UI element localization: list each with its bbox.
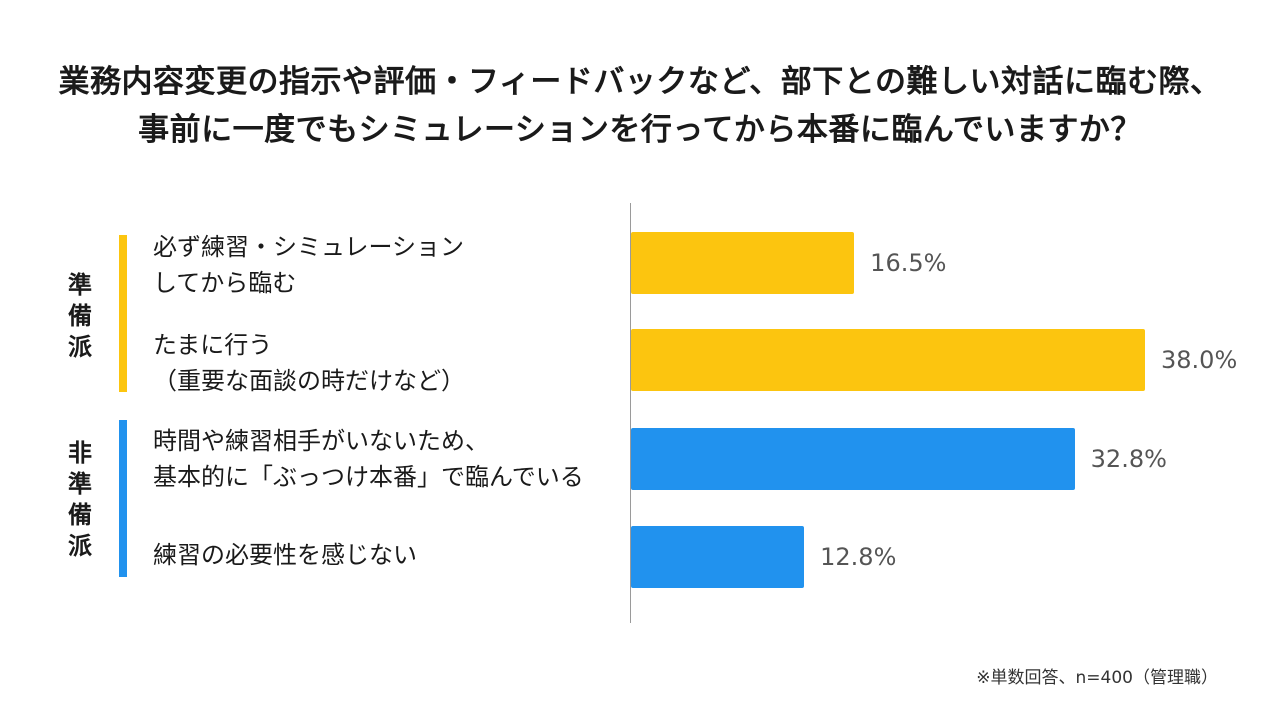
bar-no-time xyxy=(631,428,1075,490)
group-label-char: 準 xyxy=(68,271,92,299)
value-label-no-time: 32.8% xyxy=(1090,445,1167,473)
value-label-always-practice: 16.5% xyxy=(870,249,947,277)
chart-title: 業務内容変更の指示や評価・フィードバックなど、部下との難しい対話に臨む際、 事前… xyxy=(0,58,1280,154)
chart-title-line-2: 事前に一度でもシミュレーションを行ってから本番に臨んでいますか？ xyxy=(138,112,1142,148)
value-label-sometimes: 38.0% xyxy=(1161,346,1238,374)
group-label-char: 備 xyxy=(68,501,92,529)
group-bracket-prepared xyxy=(119,235,127,392)
category-label-no-need: 練習の必要性を感じない xyxy=(153,541,417,569)
category-label-always-practice: 必ず練習・シミュレーション してから臨む xyxy=(153,233,465,297)
bar-always-practice xyxy=(631,232,855,294)
group-bracket-unprepared xyxy=(119,420,127,577)
value-label-no-need: 12.8% xyxy=(820,543,897,571)
y-axis-line xyxy=(630,203,631,623)
group-label-char: 非 xyxy=(68,439,92,467)
category-label-no-time: 時間や練習相手がいないため、 基本的に「ぶっつけ本番」で臨んでいる xyxy=(153,427,584,491)
bar-no-need xyxy=(631,526,805,588)
group-label-unprepared: 非準備派 xyxy=(60,438,100,562)
group-label-char: 派 xyxy=(68,532,92,560)
category-label-sometimes: たまに行う （重要な面談の時だけなど） xyxy=(153,331,465,395)
group-label-char: 準 xyxy=(68,470,92,498)
group-label-prepared: 準備派 xyxy=(60,270,100,363)
footnote: ※単数回答、n=400（管理職） xyxy=(976,668,1218,688)
bar-sometimes xyxy=(631,329,1145,391)
chart-title-line-1: 業務内容変更の指示や評価・フィードバックなど、部下との難しい対話に臨む際、 xyxy=(58,64,1222,100)
group-label-char: 備 xyxy=(68,302,92,330)
group-label-char: 派 xyxy=(68,333,92,361)
